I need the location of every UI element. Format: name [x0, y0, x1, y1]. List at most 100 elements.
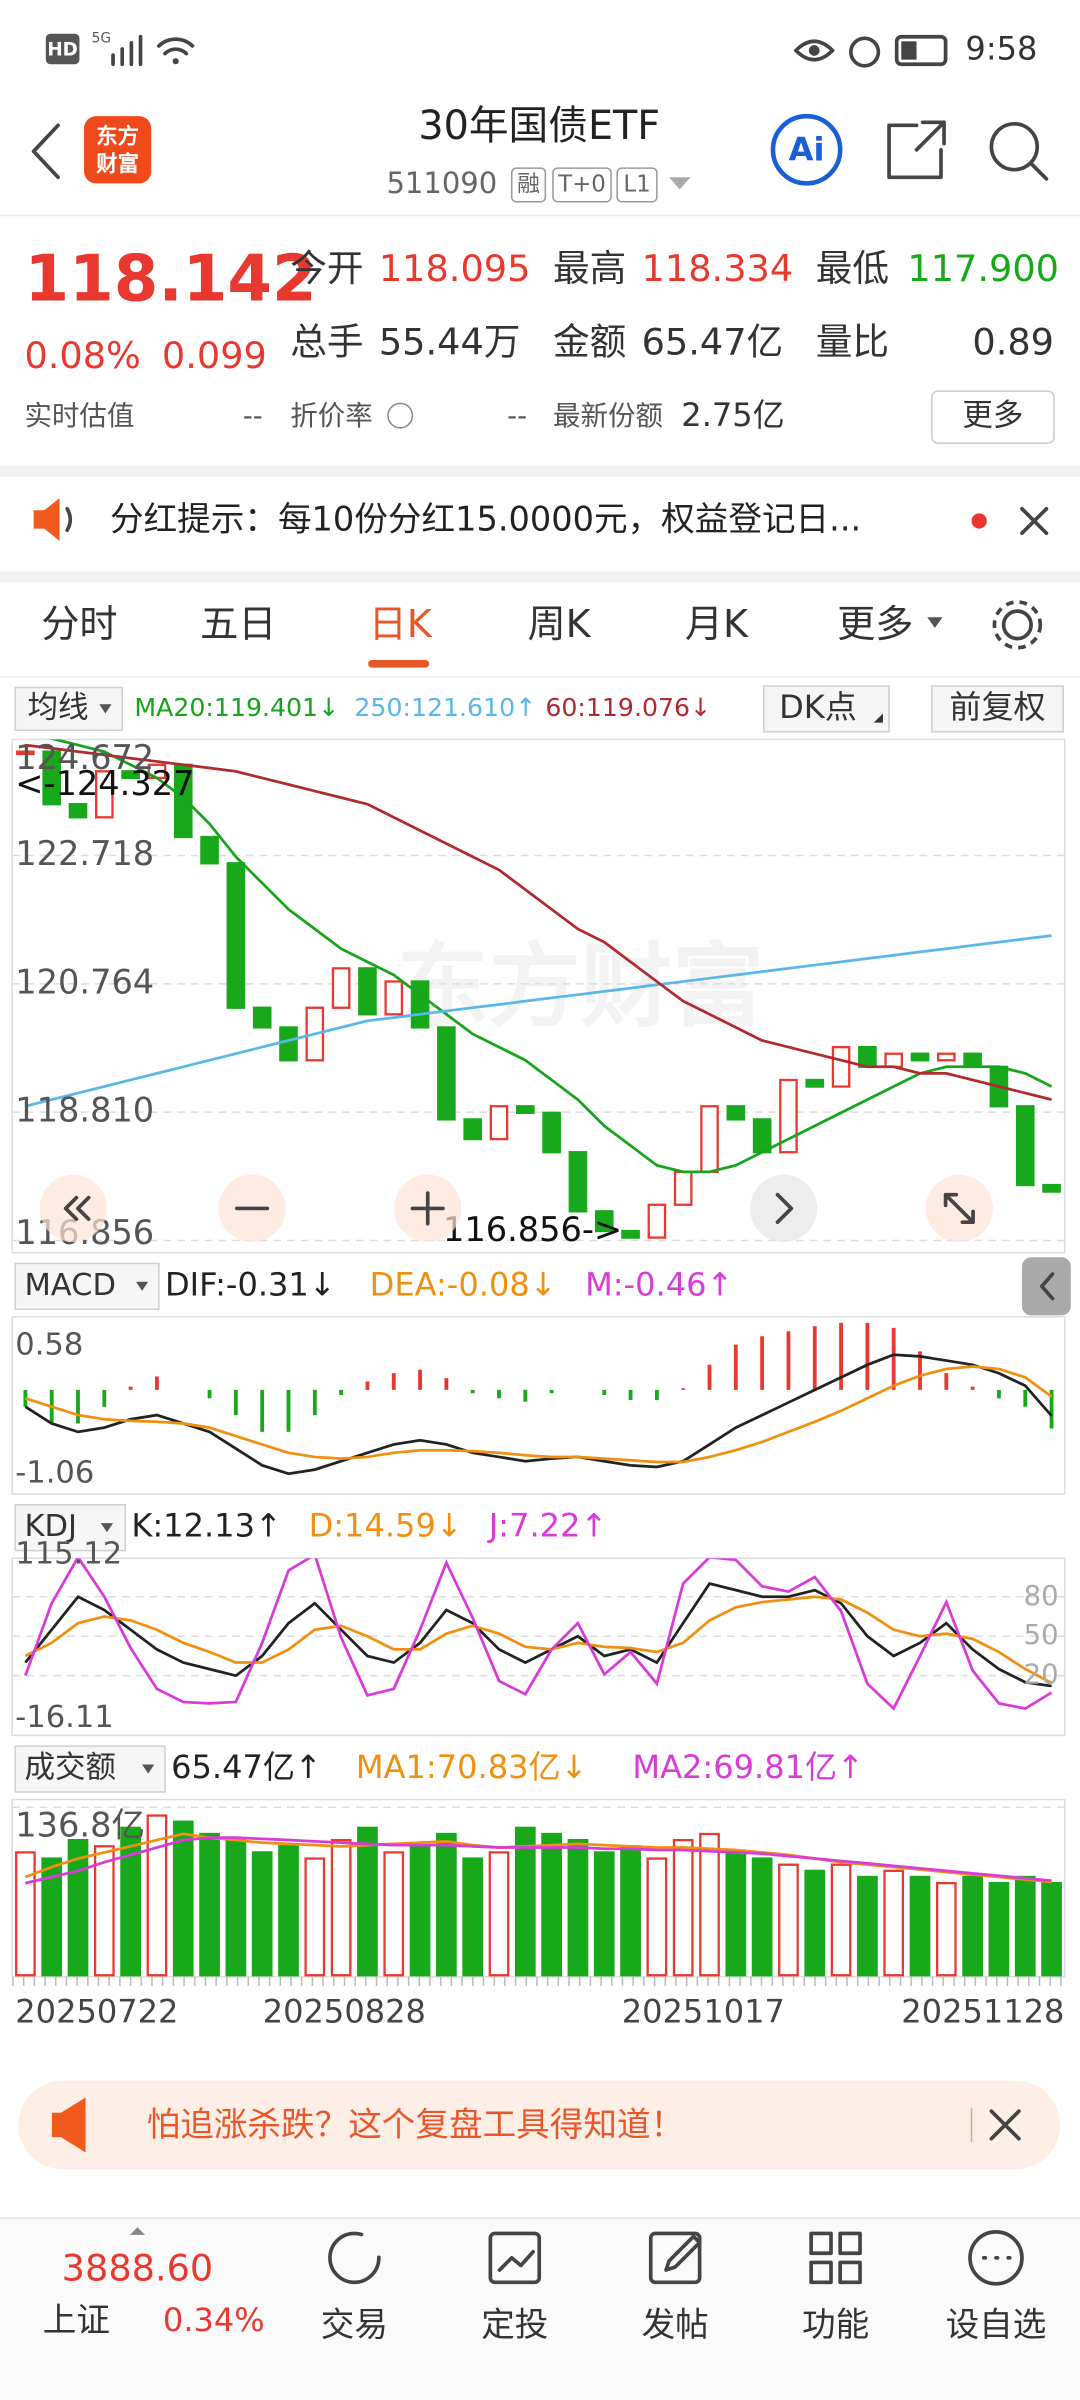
tab[interactable]: 更多 — [837, 603, 913, 647]
search-button[interactable] — [989, 121, 1040, 172]
selector[interactable]: KDJ — [24, 1509, 77, 1544]
chart-controls — [39, 1174, 993, 1243]
watchlist-icon[interactable] — [968, 2230, 1024, 2286]
volume-bar — [357, 1826, 378, 1977]
candle — [68, 803, 88, 819]
y-limit-label: 115.12 — [15, 1537, 122, 1572]
tabs: 分时 五日 日K 周K 月K 更多 — [0, 600, 1080, 678]
candle — [331, 967, 351, 1009]
ai-button[interactable] — [770, 113, 843, 186]
dk-label[interactable]: DK点 — [779, 688, 857, 726]
volume-bar — [514, 1826, 536, 1977]
volume-bar — [778, 1863, 799, 1977]
zoom-in-icon — [410, 1191, 445, 1226]
selector[interactable]: MACD — [24, 1268, 116, 1303]
nav-item[interactable]: 设自选 — [946, 2305, 1047, 2344]
share-button[interactable] — [887, 120, 946, 180]
candle — [463, 1118, 482, 1141]
current-value: 65.47亿↑ — [171, 1748, 322, 1786]
notice-text[interactable]: 分红提示：每10份分红15.0000元，权益登记日... — [110, 499, 861, 538]
unread-dot — [971, 513, 987, 529]
nav-item[interactable]: 功能 — [802, 2305, 869, 2344]
tag-box — [510, 167, 547, 203]
more-label[interactable]: 更多 — [962, 399, 1023, 434]
back-button[interactable] — [31, 123, 60, 180]
invest-icon[interactable] — [488, 2231, 542, 2285]
x-tick-label: 20250828 — [263, 1992, 426, 2030]
candle — [410, 980, 430, 1029]
selector[interactable]: 成交额 — [24, 1751, 116, 1786]
scroll-left-button[interactable] — [39, 1174, 107, 1243]
adjust-label[interactable]: 前复权 — [949, 688, 1045, 726]
volume-bar — [120, 1826, 141, 1977]
index-value[interactable]: 3888.60 — [62, 2247, 214, 2290]
selector[interactable]: 均线 — [27, 690, 88, 725]
volume-bar — [935, 1881, 957, 1977]
change: 0.099 — [162, 334, 267, 377]
selector-arrow — [135, 1281, 149, 1291]
volume-bar — [672, 1838, 694, 1977]
volume-bar — [172, 1820, 194, 1977]
info-label: 实时估值 — [24, 400, 134, 432]
candle — [252, 1006, 272, 1029]
tab[interactable]: 五日 — [200, 603, 276, 647]
index-name[interactable]: 上证 — [43, 2301, 110, 2340]
close-button[interactable] — [1020, 506, 1049, 536]
selector-box[interactable] — [14, 1745, 166, 1793]
y-tick-label: 124.672 — [15, 738, 154, 777]
banner-bg[interactable] — [18, 2080, 1061, 2170]
volume-bar — [699, 1832, 720, 1977]
scroll-right-button[interactable] — [750, 1174, 818, 1243]
post-pen — [664, 2234, 702, 2272]
ai-label[interactable]: Ai — [789, 130, 825, 168]
series-line — [49, 739, 1053, 1174]
candle — [226, 862, 246, 1009]
volume-bar — [857, 1875, 878, 1977]
expand-arrow[interactable] — [129, 2227, 146, 2235]
tab[interactable]: 月K — [685, 603, 749, 647]
banner-text[interactable]: 怕追涨杀跌？这个复盘工具得知道！ — [147, 2105, 685, 2144]
y-tick-label: 118.810 — [15, 1091, 154, 1130]
time: 9:58 — [965, 29, 1037, 67]
banner[interactable]: 怕追涨杀跌？这个复盘工具得知道！ — [18, 2080, 1061, 2170]
selector-box[interactable] — [14, 1262, 160, 1310]
volume-bar — [93, 1845, 115, 1977]
volume-bar — [567, 1838, 589, 1977]
eye-pupil — [808, 45, 820, 56]
nav-item[interactable]: 交易 — [321, 2305, 388, 2344]
logo — [84, 116, 152, 184]
dk-button[interactable] — [763, 685, 890, 733]
info-icon[interactable] — [387, 402, 414, 429]
trade-icon[interactable] — [328, 2231, 381, 2285]
candle — [121, 770, 140, 780]
post-icon[interactable] — [648, 2231, 702, 2285]
function-icon[interactable] — [809, 2231, 862, 2285]
y-limit-label: -16.11 — [15, 1700, 113, 1735]
macd-axis: 0.58 -1.06 — [15, 1327, 94, 1490]
legend-entry: 250:121.610↑ — [354, 693, 536, 722]
more-button[interactable] — [931, 390, 1055, 444]
battery-icon — [894, 34, 948, 67]
tab[interactable]: 周K — [527, 603, 591, 647]
side-tab-icon — [1039, 1272, 1055, 1301]
signal-icon — [111, 34, 143, 67]
settings-button[interactable] — [1001, 609, 1033, 641]
badge-box — [45, 33, 80, 65]
adjust-button[interactable] — [931, 685, 1064, 733]
volume-bar — [67, 1838, 89, 1977]
banner-close[interactable] — [989, 2109, 1021, 2141]
notice[interactable]: 分红提示：每10份分红15.0000元，权益登记日... — [33, 498, 1049, 541]
legend-entry: K:12.13↑ — [131, 1507, 281, 1545]
logo-text: 东方 — [96, 124, 139, 150]
y-limit-label: 0.58 — [15, 1327, 83, 1362]
nav-item[interactable]: 定投 — [481, 2305, 548, 2344]
index-change[interactable]: 0.34% — [163, 2301, 265, 2339]
dropdown-arrow[interactable] — [669, 177, 691, 190]
tab[interactable]: 分时 — [41, 603, 117, 647]
network: 5G — [92, 30, 111, 46]
tab-active[interactable]: 日K — [369, 603, 433, 647]
nav-item[interactable]: 发帖 — [642, 2305, 709, 2344]
side-tab[interactable] — [1021, 1257, 1071, 1316]
selector-box[interactable] — [14, 686, 123, 732]
kdj-plot — [12, 1558, 1065, 1711]
